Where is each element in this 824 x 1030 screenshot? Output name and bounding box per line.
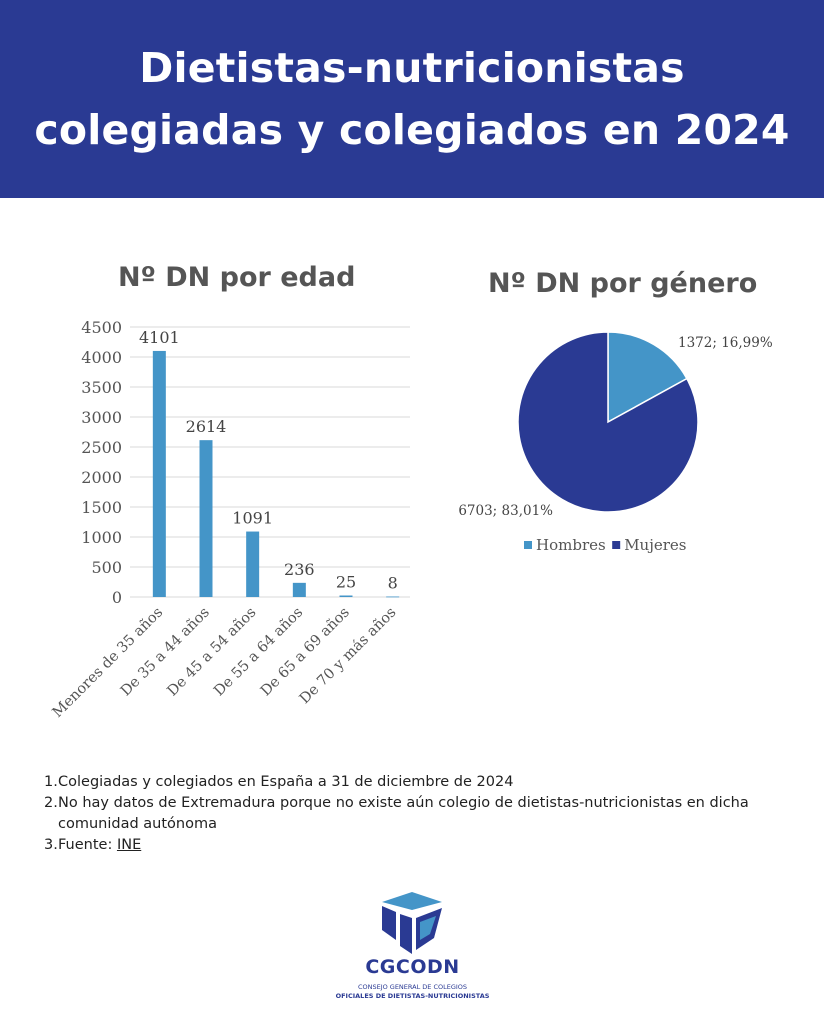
data-label: 8 [388,574,398,593]
x-tick-label: De 65 a 69 años [258,605,353,700]
footnote-number: 3. [44,837,58,853]
legend-label: Mujeres [624,536,686,554]
y-tick-label: 3500 [81,378,122,397]
logo-subtitle-2: OFICIALES DE DIETISTAS-NUTRICIONISTAS [335,992,490,1000]
footnote-1: 1. Colegiadas y colegiados en España a 3… [44,772,804,793]
cgcodn-logo: CGCODN CONSEJO GENERAL DE COLEGIOS OFICI… [330,888,495,1008]
footnote-text: Fuente: [58,837,117,853]
pie-slice [607,331,688,424]
footnote-text: Colegiadas y colegiados en España a 31 d… [58,774,514,790]
bar [246,531,260,597]
data-label: 2614 [186,417,227,436]
x-tick-label: De 55 a 64 años [211,605,306,700]
bar [339,595,353,597]
y-tick-label: 500 [91,558,122,577]
page-title-line-2: colegiadas y colegiados en 2024 [34,106,790,154]
logo-subtitle-1: CONSEJO GENERAL DE COLEGIOS [357,983,468,991]
y-tick-label: 1000 [81,528,122,547]
pie-data-label: 6703; 83,01% [458,503,553,519]
data-label: 25 [336,573,356,592]
page-title-line-1: Dietistas-nutricionistas [139,44,685,92]
data-label: 1091 [232,509,273,528]
y-tick-label: 0 [112,588,122,607]
y-tick-label: 4000 [81,348,122,367]
logo-emblem-icon [382,892,442,954]
y-tick-label: 3000 [81,408,122,427]
x-tick-label: De 35 a 44 años [118,605,213,700]
y-tick-label: 2500 [81,438,122,457]
bar-chart-title: Nº DN por edad [118,262,356,293]
bar [199,440,213,597]
bar-chart: 0 500 1000 1500 2000 2500 3000 3500 4000 4500 4101… [50,318,410,721]
footnote-number: 1. [44,774,58,790]
footnote-text: No hay datos de Extremadura porque no ex… [58,795,749,832]
y-tick-label: 4500 [81,318,122,337]
y-tick-label: 1500 [81,498,122,517]
data-label: 236 [284,560,315,579]
pie-slice [517,331,699,513]
footnote-number: 2. [44,795,58,811]
footnote-3: 3. Fuente: INE [44,835,804,856]
legend-swatch [524,541,532,549]
x-tick-label: De 45 a 54 años [164,605,259,700]
footnotes: 1. Colegiadas y colegiados en España a 3… [44,772,804,856]
source-link[interactable]: INE [116,837,142,853]
legend-swatch [612,541,621,549]
bar [152,350,166,597]
y-tick-label: 2000 [81,468,122,487]
bar [386,596,400,598]
pie-chart: 1372; 16,99% 6703; 83,01% Hombres Mujeres [458,331,773,554]
pie-chart-title: Nº DN por género [488,268,758,299]
data-label: 4101 [139,328,180,347]
pie-data-label: 1372; 16,99% [678,335,773,351]
logo-name: CGCODN [365,956,460,978]
bar [292,582,306,597]
header-banner: Dietistas-nutricionistas colegiadas y co… [0,0,824,198]
footnote-2: 2. No hay datos de Extremadura porque no… [44,793,804,835]
legend-label: Hombres [536,536,606,554]
